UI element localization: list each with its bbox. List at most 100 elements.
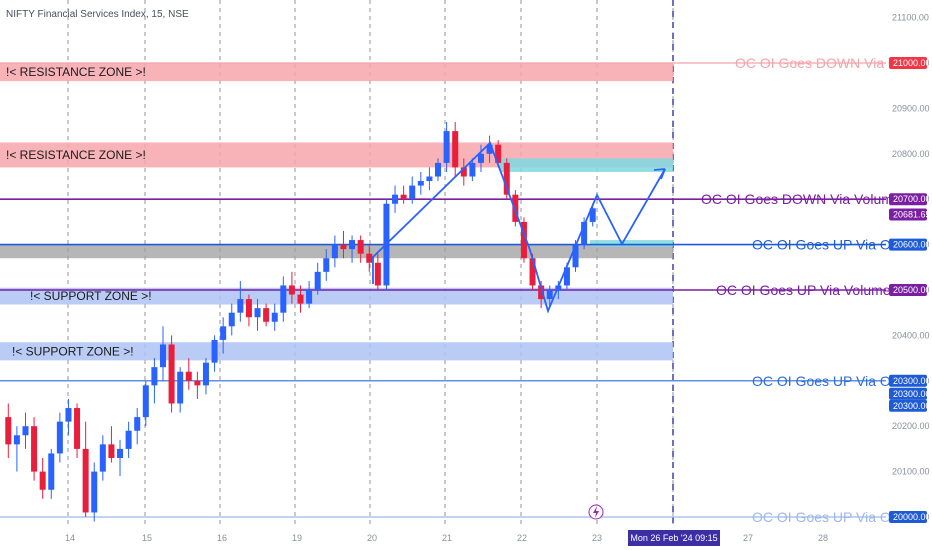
candle-body [280,285,287,313]
candle[interactable] [434,158,442,182]
price-tag-bg [889,387,927,400]
level-label: OC OI Goes UP Via OI [752,373,895,389]
candle[interactable] [99,435,106,481]
candle[interactable] [134,408,141,445]
candle[interactable] [168,335,175,413]
candle[interactable] [194,371,201,399]
price-tag-bg [889,284,927,296]
candle[interactable] [56,412,63,463]
candle[interactable] [220,317,227,354]
candle[interactable] [417,171,424,195]
candle[interactable] [357,235,364,263]
price-tag-value: 20000.00 [893,512,931,522]
candle[interactable] [5,403,12,458]
candle-body [374,262,381,286]
candle[interactable] [237,280,244,322]
price-tag: 20300.00 [889,387,931,400]
candle[interactable] [142,380,149,427]
zones-layer: !< RESISTANCE ZONE >! !< RESISTANCE ZONE … [0,63,673,361]
price-tag: 20700.00 [889,193,931,206]
candle[interactable] [374,253,381,290]
candle[interactable] [452,122,459,177]
axis-layer: 20000.00 20100.00 20200.00 20300.00 20400.00… [65,13,931,546]
candle[interactable] [39,457,46,499]
candle[interactable] [486,135,493,163]
candle[interactable] [589,203,596,227]
x-tick-label: 28 [818,533,828,543]
candle[interactable] [331,235,338,268]
candle[interactable] [460,158,467,186]
candle[interactable] [48,448,55,499]
x-tick-label: 14 [65,533,75,543]
candle-body [469,162,476,177]
candle[interactable] [409,176,416,204]
candle[interactable] [280,276,287,322]
candle[interactable] [546,285,553,309]
candle[interactable] [477,144,484,172]
candle[interactable] [91,462,98,522]
candle[interactable] [108,426,115,463]
candle-body [134,417,141,431]
candle[interactable] [520,217,527,263]
candle[interactable] [245,294,252,327]
candle[interactable] [125,421,132,458]
candle-body [297,294,304,304]
candle[interactable] [323,249,330,281]
x-tick-label: 15 [142,533,152,543]
candle[interactable] [202,358,209,395]
candle[interactable] [366,244,373,272]
candle[interactable] [297,285,304,313]
candle[interactable] [271,303,278,331]
candle[interactable] [185,358,192,390]
candle[interactable] [65,398,72,436]
candle[interactable] [228,303,235,336]
candle[interactable] [469,158,476,182]
candle[interactable] [314,262,321,295]
candle[interactable] [74,403,81,458]
candle-body [349,240,356,250]
y-tick-label: 20900.00 [892,103,930,113]
candle[interactable] [340,230,347,259]
candle-body [477,153,484,163]
candle[interactable] [22,412,29,449]
candle[interactable] [426,167,433,191]
candle[interactable] [288,271,295,304]
price-tag-value: 20700.00 [893,194,931,204]
lightning-icon[interactable] [588,504,604,520]
x-tick-label: 20 [367,533,377,543]
price-tag-bg [889,193,927,206]
candle-body [82,448,89,513]
candle[interactable] [400,185,407,204]
candle[interactable] [159,326,167,381]
candle[interactable] [13,426,20,472]
candle-body [168,344,175,404]
candle[interactable] [503,158,510,200]
candle-body [366,253,373,263]
zone-band [0,342,673,361]
price-tag: 20600.00 [889,238,931,251]
candle[interactable] [306,280,313,309]
zone-label: !< SUPPORT ZONE >! [30,289,152,303]
candle[interactable] [443,122,450,172]
zone-band [0,63,673,82]
cursor-date-tag: Mon 26 Feb '24 09:15 [628,530,720,546]
candle-body [306,290,313,304]
candle[interactable] [211,335,218,372]
last-price-tag: 20681.65 [889,208,931,221]
candle[interactable] [349,235,356,263]
candle-body [400,194,407,200]
candle[interactable] [392,185,399,213]
candle-body [245,299,252,318]
zone-label: !< RESISTANCE ZONE >! [6,65,146,79]
candle[interactable] [82,421,89,517]
candle[interactable] [581,217,588,250]
candle[interactable] [117,439,124,477]
candle[interactable] [31,417,38,481]
candle[interactable] [254,299,261,331]
candle[interactable] [263,303,270,327]
candle-body [39,471,46,490]
candle[interactable] [177,367,184,413]
last-price-value: 20681.65 [893,210,931,220]
candle[interactable] [151,358,158,404]
